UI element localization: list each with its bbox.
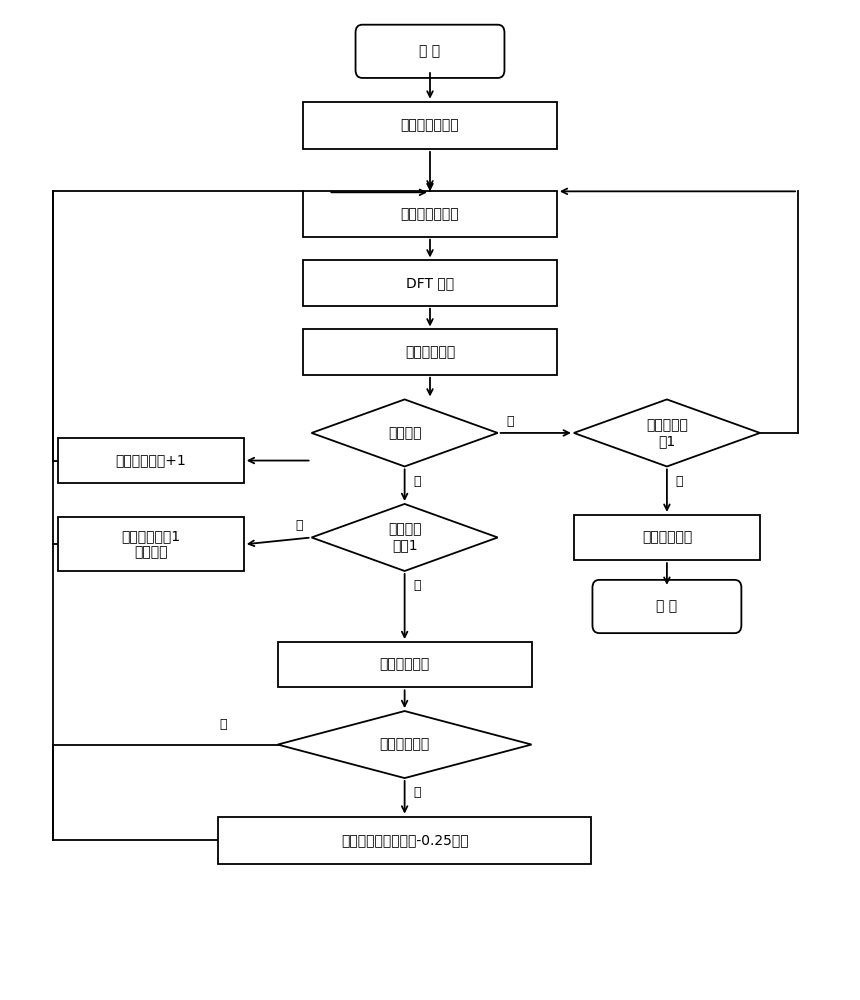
Text: 清空计数标志位: 清空计数标志位 (401, 118, 459, 132)
Bar (303, 329, 557, 375)
Text: 有效数据计数+1: 有效数据计数+1 (115, 454, 186, 468)
Text: 是: 是 (413, 579, 421, 592)
Text: DFT 运算: DFT 运算 (406, 276, 454, 290)
Bar (58, 438, 244, 483)
Bar (218, 817, 591, 864)
Polygon shape (311, 504, 498, 571)
Text: 计数标志位
为1: 计数标志位 为1 (646, 418, 688, 448)
Bar (303, 260, 557, 306)
Polygon shape (311, 399, 498, 466)
Text: 计数标志位置1
开始计数: 计数标志位置1 开始计数 (121, 529, 181, 559)
Bar (303, 191, 557, 237)
Text: 否: 否 (296, 519, 303, 532)
Bar (303, 102, 557, 149)
Text: 超过阈値: 超过阈値 (388, 426, 421, 440)
Text: 读取数据并加窗: 读取数据并加窗 (401, 207, 459, 221)
Text: 有无象限变化: 有无象限变化 (379, 738, 430, 752)
Text: 计数标志
位为1: 计数标志 位为1 (388, 522, 421, 553)
FancyBboxPatch shape (593, 580, 741, 633)
Bar (58, 517, 244, 571)
Text: 否: 否 (219, 718, 227, 731)
Text: 否: 否 (507, 415, 513, 428)
Bar (278, 642, 531, 687)
FancyBboxPatch shape (355, 25, 505, 78)
Text: 开 始: 开 始 (420, 44, 440, 58)
Text: 计数频率输出: 计数频率输出 (642, 530, 692, 544)
Text: 计算信号相位: 计算信号相位 (379, 658, 430, 672)
Text: 是: 是 (413, 786, 421, 799)
Text: 计算信号幅度: 计算信号幅度 (405, 345, 455, 359)
Bar (574, 515, 760, 560)
Text: 逆时针，频率计数値-0.25，顺: 逆时针，频率计数値-0.25，顺 (341, 833, 469, 847)
Polygon shape (278, 711, 531, 778)
Text: 是: 是 (675, 475, 683, 488)
Polygon shape (574, 399, 760, 466)
Text: 结 束: 结 束 (656, 600, 678, 614)
Text: 是: 是 (413, 475, 421, 488)
